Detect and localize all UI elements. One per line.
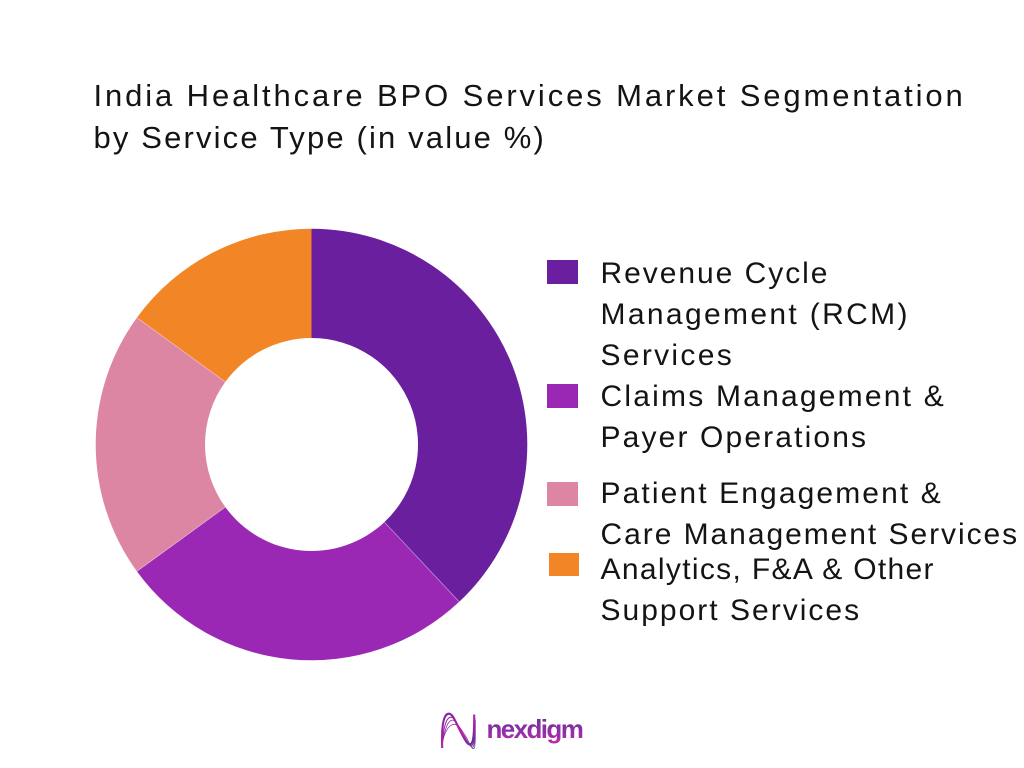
- svg-text:nexdigm: nexdigm: [487, 714, 583, 744]
